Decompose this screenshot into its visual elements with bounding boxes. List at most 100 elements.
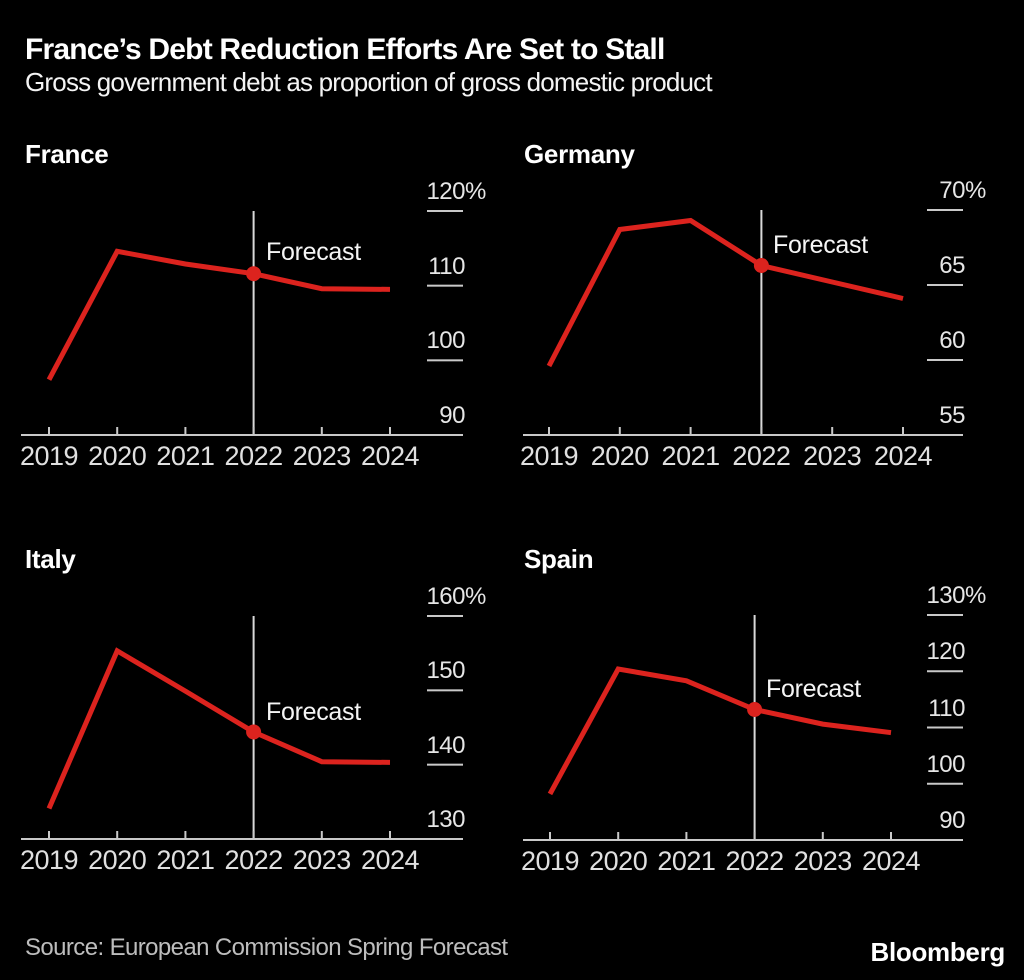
- x-axis-label-germany-2022: 2022: [732, 441, 791, 471]
- y-axis-label-germany-60: 60: [939, 327, 965, 354]
- x-axis-label-spain-2020: 2020: [589, 846, 648, 876]
- x-axis-germany: [523, 434, 963, 436]
- debt-line-spain: [547, 666, 892, 796]
- x-tick-germany-2024: [902, 427, 904, 434]
- x-axis-label-spain-2019: 2019: [520, 846, 580, 876]
- x-axis-label-spain-2021: 2021: [657, 846, 716, 876]
- x-axis-italy: [21, 838, 463, 840]
- x-tick-germany-2022: [760, 427, 763, 434]
- chart-title-germany: Germany: [524, 139, 635, 169]
- y-axis-label-italy-130: 130: [426, 806, 465, 833]
- x-tick-italy-2021: [184, 831, 187, 838]
- forecast-dot-spain: [747, 702, 763, 717]
- x-tick-spain-2019: [549, 832, 551, 839]
- y-axis-unit-germany: %: [965, 177, 986, 204]
- y-axis-label-germany-65: 65: [939, 252, 965, 279]
- x-tick-spain-2024: [890, 832, 892, 839]
- x-axis-label-italy-2022: 2022: [224, 845, 284, 875]
- y-axis-label-italy-140: 140: [426, 731, 465, 759]
- x-tick-italy-2023: [320, 831, 323, 838]
- y-axis-label-france-100: 100: [426, 327, 465, 355]
- x-axis-label-germany-2024: 2024: [873, 441, 933, 471]
- y-axis-label-spain-120: 120: [926, 638, 965, 666]
- y-tick-germany-60: [927, 359, 963, 361]
- y-tick-germany-70: [927, 209, 963, 211]
- y-axis-label-germany-70: 70: [939, 177, 965, 204]
- y-axis-label-france-90: 90: [439, 402, 465, 429]
- forecast-divider-france: [252, 211, 255, 435]
- x-tick-italy-2022: [252, 831, 255, 838]
- x-axis-label-germany-2019: 2019: [519, 441, 579, 471]
- x-tick-germany-2020: [618, 427, 621, 434]
- x-tick-italy-2024: [389, 831, 391, 838]
- x-axis-label-spain-2022: 2022: [725, 846, 785, 876]
- y-tick-spain-100: [927, 782, 963, 785]
- x-tick-france-2020: [116, 427, 119, 434]
- forecast-dot-germany: [753, 258, 769, 273]
- x-axis-label-spain-2023: 2023: [793, 846, 853, 876]
- x-axis-label-france-2020: 2020: [88, 441, 147, 471]
- forecast-dot-france: [246, 266, 262, 282]
- y-axis-label-germany-55: 55: [939, 402, 965, 429]
- chart-title-italy: Italy: [25, 544, 76, 574]
- y-axis-unit-spain: %: [965, 582, 986, 609]
- y-axis-label-spain-130: 130: [926, 582, 965, 609]
- x-tick-spain-2023: [821, 832, 824, 839]
- x-tick-france-2024: [389, 427, 391, 434]
- x-tick-germany-2021: [689, 427, 692, 434]
- forecast-label-germany: Forecast: [773, 231, 868, 259]
- x-tick-france-2019: [48, 427, 50, 434]
- forecast-label-france: Forecast: [266, 238, 361, 266]
- forecast-divider-spain: [753, 615, 756, 840]
- x-tick-germany-2023: [831, 427, 834, 434]
- debt-line-france: [46, 248, 391, 381]
- x-axis-label-italy-2019: 2019: [19, 845, 79, 875]
- debt-line-germany: [546, 217, 904, 368]
- bloomberg-logo: Bloomberg: [870, 937, 1005, 967]
- x-axis-label-germany-2020: 2020: [590, 441, 650, 471]
- y-axis-label-spain-100: 100: [926, 750, 965, 778]
- x-tick-spain-2022: [753, 832, 756, 839]
- x-axis-label-france-2021: 2021: [156, 441, 215, 471]
- y-axis-label-italy-150: 150: [426, 657, 465, 685]
- x-axis-label-france-2023: 2023: [292, 441, 352, 471]
- y-axis-unit-italy: %: [465, 583, 486, 610]
- x-axis-spain: [523, 839, 963, 841]
- page-subtitle: Gross government debt as proportion of g…: [25, 67, 713, 97]
- source-note: Source: European Commission Spring Forec…: [25, 934, 508, 961]
- y-tick-france-100: [427, 359, 463, 362]
- y-tick-spain-120: [927, 670, 963, 673]
- y-axis-label-spain-90: 90: [939, 807, 965, 834]
- x-tick-italy-2020: [116, 831, 119, 838]
- forecast-label-italy: Forecast: [266, 698, 361, 726]
- y-axis-unit-france: %: [465, 178, 486, 205]
- y-tick-spain-110: [927, 726, 963, 729]
- y-axis-label-italy-160: 160: [426, 583, 465, 610]
- x-axis-label-france-2024: 2024: [360, 441, 420, 471]
- x-axis-label-italy-2024: 2024: [360, 845, 420, 875]
- x-axis-label-germany-2021: 2021: [661, 441, 721, 471]
- x-tick-spain-2020: [617, 832, 620, 839]
- chart-title-france: France: [25, 139, 109, 169]
- y-axis-label-spain-110: 110: [928, 694, 965, 722]
- y-axis-label-france-120: 120: [426, 178, 465, 205]
- y-tick-germany-65: [927, 284, 963, 286]
- x-axis-france: [21, 434, 463, 436]
- y-tick-france-120: [427, 210, 463, 212]
- y-tick-italy-160: [427, 615, 463, 617]
- x-axis-label-italy-2023: 2023: [292, 845, 352, 875]
- y-tick-italy-140: [427, 763, 463, 766]
- x-tick-spain-2021: [685, 832, 688, 839]
- y-tick-italy-150: [427, 689, 463, 692]
- page-title: France’s Debt Reduction Efforts Are Set …: [25, 33, 665, 66]
- x-axis-label-france-2019: 2019: [19, 441, 79, 471]
- y-tick-france-110: [427, 284, 463, 287]
- x-axis-label-france-2022: 2022: [224, 441, 284, 471]
- y-tick-spain-130: [927, 614, 963, 616]
- x-tick-italy-2019: [48, 831, 50, 838]
- x-axis-label-germany-2023: 2023: [803, 441, 862, 471]
- forecast-divider-germany: [760, 210, 763, 435]
- y-axis-label-france-110: 110: [428, 252, 465, 280]
